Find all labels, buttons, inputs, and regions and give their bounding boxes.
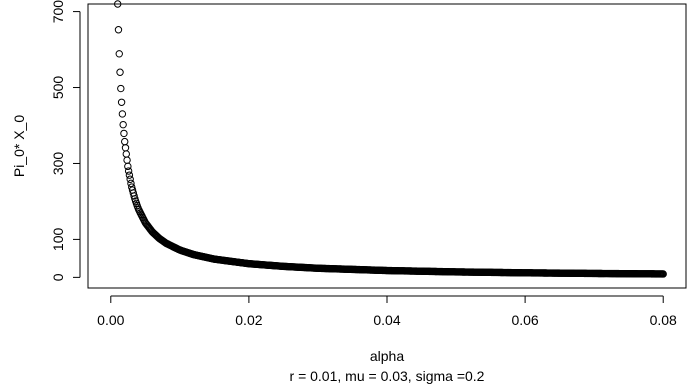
x-axis: 0.00 0.02 0.04 0.06 0.08 xyxy=(97,295,677,328)
data-point xyxy=(122,150,130,158)
data-point xyxy=(117,98,126,106)
x-tick-label: 0.02 xyxy=(235,312,262,328)
data-point xyxy=(120,129,128,138)
data-point xyxy=(116,68,124,76)
plot-frame xyxy=(87,3,687,289)
data-point xyxy=(123,156,131,164)
x-tick-label: 0.08 xyxy=(650,312,677,328)
data-point xyxy=(114,26,123,34)
data-point xyxy=(121,144,130,152)
y-axis-label: Pi_0* X_0 xyxy=(11,115,27,177)
data-point xyxy=(124,162,132,171)
y-tick-label: 300 xyxy=(50,152,66,176)
data-point xyxy=(118,110,127,118)
y-tick-label: 0 xyxy=(50,273,66,281)
data-point xyxy=(126,175,134,183)
chart-subtitle: r = 0.01, mu = 0.03, sigma =0.2 xyxy=(290,368,485,384)
y-axis: 0 100 300 500 700 xyxy=(50,0,81,281)
x-tick-label: 0.00 xyxy=(97,312,124,328)
data-point xyxy=(124,167,133,175)
data-point xyxy=(117,84,125,93)
data-point xyxy=(125,171,134,179)
x-tick-label: 0.06 xyxy=(511,312,538,328)
data-point xyxy=(659,270,667,278)
x-tick-label: 0.04 xyxy=(373,312,400,328)
data-point xyxy=(119,120,127,129)
data-point xyxy=(127,179,135,188)
data-points xyxy=(113,0,667,278)
y-tick-label: 100 xyxy=(50,228,66,252)
x-axis-label: alpha xyxy=(370,348,404,364)
data-point xyxy=(130,192,138,200)
y-tick-label: 500 xyxy=(50,76,66,100)
data-point xyxy=(115,50,123,58)
data-point xyxy=(121,137,129,146)
y-tick-label: 700 xyxy=(50,0,66,23)
